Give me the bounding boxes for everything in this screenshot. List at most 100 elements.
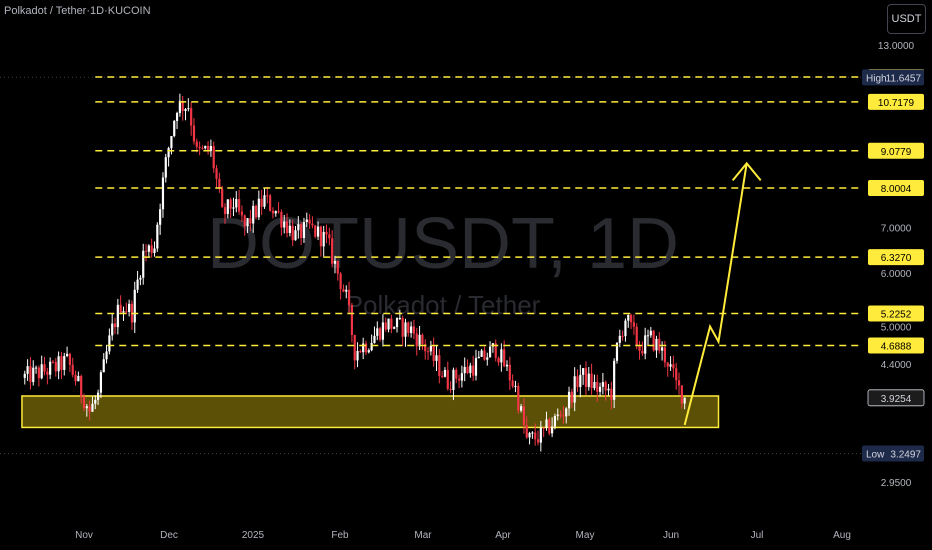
candle-body: [139, 277, 142, 280]
candle-body: [122, 311, 125, 313]
candle-body: [206, 145, 210, 151]
candle-body: [429, 345, 432, 352]
candle-body: [198, 146, 201, 149]
level-price-tag: [868, 93, 924, 110]
candle-body: [638, 345, 641, 351]
candle-body: [34, 367, 38, 369]
y-tick-label: 4.4000: [881, 360, 912, 371]
x-tick-label: 2025: [242, 530, 265, 541]
candle-body: [463, 366, 466, 374]
candle-body: [99, 372, 103, 393]
price-axis[interactable]: 13.0000 7.0000 6.0000 5.0000 4.4000 2.9500 11.…: [862, 41, 925, 489]
candle-body: [195, 141, 198, 147]
candle-body: [483, 350, 486, 360]
candle-body: [362, 343, 365, 353]
candle-body: [167, 148, 170, 158]
candle-body: [629, 314, 633, 323]
candle-body: [441, 375, 444, 377]
candle-body: [435, 355, 438, 361]
candle-body: [534, 432, 537, 440]
candle-body: [294, 230, 297, 241]
candle-body: [398, 317, 401, 319]
high-label: High: [866, 73, 887, 84]
candle-body: [142, 250, 145, 278]
candle-body: [266, 195, 269, 197]
candle-body: [29, 366, 32, 383]
candle-body: [677, 380, 681, 386]
watermark-subtitle: Polkadot / Tether: [346, 290, 541, 320]
candle-body: [68, 353, 71, 365]
candle-body: [164, 157, 167, 178]
candle-body: [452, 369, 455, 391]
candle-body: [108, 335, 111, 352]
candle-body: [26, 366, 29, 374]
candle-body: [579, 374, 582, 388]
candle-body: [82, 396, 86, 409]
candle-body: [669, 364, 672, 367]
candle-body: [85, 406, 88, 409]
candle-body: [178, 100, 181, 114]
candle-body: [613, 360, 616, 400]
candle-body: [525, 425, 528, 438]
candle-body: [339, 273, 342, 290]
candle-body: [40, 364, 43, 379]
candle-body: [424, 344, 427, 352]
x-tick-label: May: [576, 530, 595, 541]
candle-body: [486, 357, 489, 360]
candle-body: [390, 318, 393, 329]
candle-body: [384, 322, 387, 330]
x-tick-label: Jul: [751, 530, 764, 541]
level-price-tag: [868, 180, 924, 197]
candle-body: [91, 403, 94, 412]
level-price-tag: [868, 305, 924, 322]
candle-body: [71, 364, 74, 375]
low-value: 3.2497: [890, 449, 921, 460]
candle-body: [302, 222, 306, 239]
candle-body: [280, 211, 283, 228]
candle-body: [395, 318, 399, 328]
candle-body: [446, 369, 449, 389]
candle-body: [598, 386, 602, 392]
watermark: DOTUSDT, 1D Polkadot / Tether: [207, 204, 679, 320]
candle-body: [156, 224, 159, 249]
candle-body: [161, 177, 165, 210]
candle-body: [345, 289, 348, 292]
candle-body: [119, 304, 122, 313]
y-tick-label: 13.0000: [878, 41, 915, 52]
candle-body: [102, 359, 105, 373]
candle-body: [175, 113, 179, 121]
candle-body: [421, 334, 424, 345]
candle-body: [80, 375, 83, 397]
y-tick-label: 7.0000: [881, 223, 912, 234]
candle-body: [65, 353, 69, 357]
y-tick-label: 5.0000: [881, 323, 912, 334]
candle-body: [652, 330, 655, 351]
low-tag: [862, 445, 924, 462]
candle-body: [105, 351, 108, 360]
candle-body: [517, 385, 520, 411]
x-tick-label: Mar: [414, 530, 432, 541]
candle-body: [184, 109, 187, 111]
candle-body: [410, 326, 413, 333]
candle-body: [531, 432, 534, 434]
candle-body: [288, 225, 291, 234]
candle-body: [111, 323, 114, 336]
candle-body: [128, 303, 131, 312]
candle-body: [460, 373, 463, 381]
time-axis[interactable]: Nov Dec 2025 Feb Mar Apr May Jun Jul Aug: [75, 530, 851, 541]
candle-body: [49, 361, 52, 375]
candle-body: [418, 334, 421, 347]
candle-body: [443, 369, 447, 377]
candle-body: [480, 350, 483, 357]
candle-body: [618, 335, 621, 343]
candle-body: [243, 215, 246, 227]
level-price-label: 9.0779: [881, 147, 912, 158]
candle-body: [373, 335, 376, 344]
candle-body: [576, 376, 579, 388]
currency-button[interactable]: USDT: [887, 4, 926, 34]
candle-body: [221, 188, 224, 208]
candle-body: [542, 427, 545, 429]
candle-body: [356, 350, 359, 361]
